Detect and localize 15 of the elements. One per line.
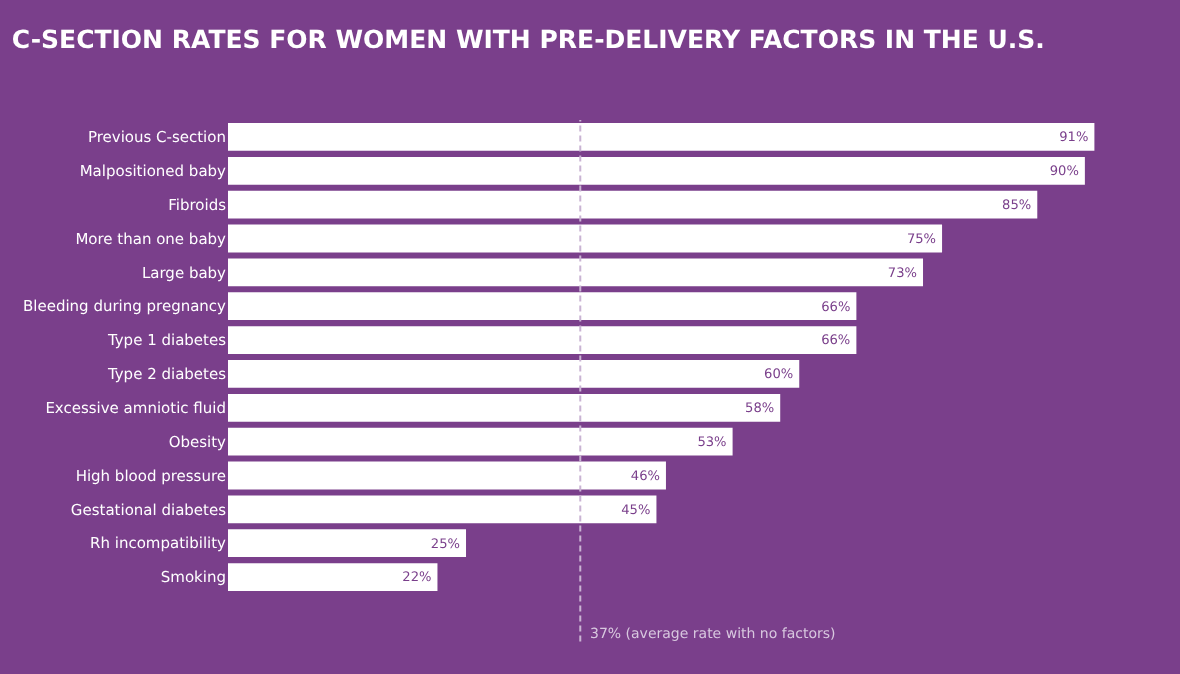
bar	[228, 393, 781, 422]
bar	[228, 258, 924, 287]
bar	[228, 156, 1085, 185]
bar	[228, 292, 857, 321]
bar	[228, 326, 857, 354]
bar	[228, 190, 1038, 219]
bar	[228, 123, 1095, 151]
bar	[228, 563, 438, 591]
bar	[228, 461, 666, 490]
bar	[228, 529, 467, 558]
bar	[228, 360, 800, 388]
chart-title: C-SECTION RATES FOR WOMEN WITH PRE-DELIVERY FACTORS IN THE U.S.	[11, 23, 1045, 54]
bar	[228, 427, 733, 456]
bar	[228, 224, 943, 253]
bar	[228, 495, 657, 524]
